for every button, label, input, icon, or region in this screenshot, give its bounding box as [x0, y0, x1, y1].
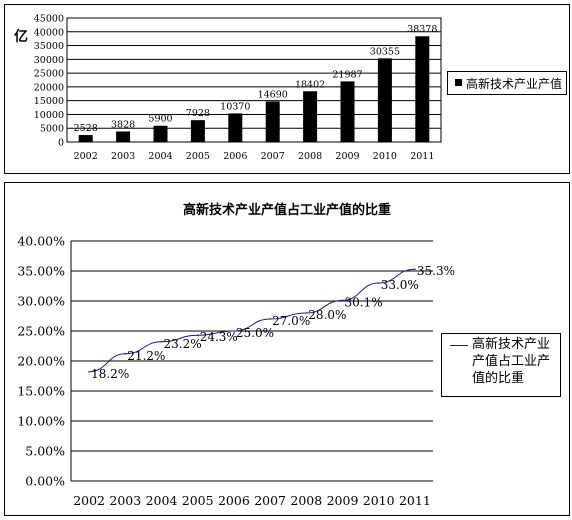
bar-data-label: 10370: [220, 101, 250, 112]
bar-data-label: 2528: [74, 123, 98, 134]
line-x-tick-label: 2008: [290, 493, 322, 508]
line-x-tick-label: 2004: [146, 493, 178, 508]
bar-y-tick-label: 15000: [34, 96, 64, 107]
bar-mark: [303, 91, 318, 142]
line-point: [160, 341, 163, 343]
line-x-tick-label: 2002: [73, 493, 105, 508]
line-data-label: 23.2%: [164, 337, 202, 351]
line-y-tick-label: 35.00%: [17, 264, 65, 279]
bar-y-tick-label: 30000: [34, 55, 64, 66]
bar-mark: [190, 120, 205, 142]
bar-mark: [377, 58, 392, 142]
line-point: [377, 282, 380, 284]
bar-data-label: 5900: [148, 114, 172, 125]
line-legend: 高新技术产业 产值占工业产 值的比重: [441, 333, 561, 397]
line-x-tick-label: 2011: [399, 493, 431, 508]
line-x-tick-label: 2009: [327, 493, 359, 508]
line-y-tick-label: 5.00%: [25, 444, 65, 459]
bar-data-label: 21987: [332, 69, 362, 80]
line-data-label: 25.0%: [236, 326, 274, 340]
line-point: [196, 334, 199, 336]
bar-legend-label: 高新技术产业产值: [466, 77, 563, 91]
line-x-tick-label: 2006: [218, 493, 250, 508]
line-data-label: 24.3%: [200, 330, 238, 344]
bar-y-tick-label: 35000: [34, 41, 64, 52]
bar-legend: 高新技术产业产值: [447, 71, 567, 95]
line-x-tick-label: 2003: [109, 493, 141, 508]
line-y-tick-label: 10.00%: [17, 414, 65, 429]
bar-y-tick-label: 25000: [34, 69, 64, 80]
line-data-label: 18.2%: [91, 367, 129, 381]
line-data-label: 27.0%: [272, 314, 310, 328]
line-point: [305, 312, 308, 314]
line-y-tick-label: 25.00%: [17, 324, 65, 339]
bar-x-tick-label: 2004: [148, 151, 172, 162]
line-x-tick-label: 2007: [254, 493, 286, 508]
line-data-label: 33.0%: [381, 278, 419, 292]
line-series: [89, 268, 415, 373]
bar-y-tick-label: 5000: [40, 124, 64, 135]
bar-legend-swatch: [455, 79, 462, 86]
bar-plot-frame: [66, 17, 442, 143]
line-legend-label-3: 值的比重: [472, 371, 525, 386]
line-y-tick-label: 0.00%: [25, 474, 65, 489]
line-point: [124, 353, 127, 355]
bar-data-label: 3828: [111, 119, 135, 130]
line-point: [233, 330, 235, 332]
bar-y-tick-label: 45000: [34, 14, 64, 25]
line-y-tick-label: 40.00%: [17, 234, 65, 249]
line-point: [414, 268, 416, 270]
bar-y-axis-label: 亿: [14, 28, 28, 45]
bar-data-label: 7928: [186, 108, 210, 119]
bar-x-tick-label: 2005: [186, 151, 210, 162]
bar-x-tick-label: 2007: [261, 151, 285, 162]
bar-data-label: 30355: [370, 46, 400, 57]
line-x-tick-label: 2005: [182, 493, 214, 508]
line-chart: 0.00% 5.00% 10.00% 15.00% 20.00% 25.00% 30.00%…: [17, 234, 455, 509]
bar-chart: 0 5000 10000 15000 20000 25000 30000 35000 40000…: [14, 14, 442, 162]
bar-y-tick-label: 10000: [34, 110, 64, 121]
line-chart-panel: 高新技术产业产值占工业产值的比重 0.00% 5.00% 10.00% 15.00% 2…: [4, 182, 570, 516]
line-legend-swatch: [450, 345, 468, 346]
bar-mark: [265, 101, 280, 142]
bar-x-tick-label: 2003: [111, 151, 135, 162]
bar-x-tick-label: 2010: [373, 151, 397, 162]
line-y-tick-label: 20.00%: [17, 354, 65, 369]
bar-x-tick-label: 2008: [298, 151, 322, 162]
line-data-label: 30.1%: [345, 295, 383, 309]
line-data-label: 35.3%: [417, 264, 455, 278]
bar-y-tick-label: 40000: [34, 27, 64, 38]
bar-mark: [116, 131, 131, 142]
bar-data-label: 14690: [258, 90, 288, 101]
line-point: [269, 318, 271, 320]
line-point: [88, 371, 90, 373]
bar-data-label: 38378: [407, 24, 437, 35]
bar-mark: [153, 125, 168, 142]
bar-mark: [340, 81, 355, 142]
bar-x-tick-label: 2006: [223, 151, 247, 162]
line-point: [341, 299, 344, 302]
line-chart-title: 高新技术产业产值占工业产值的比重: [182, 203, 391, 218]
bar-y-tick-label: 0: [58, 138, 64, 149]
bar-x-tick-label: 2009: [335, 151, 359, 162]
line-x-tick-label: 2010: [363, 493, 395, 508]
line-legend-label-2: 产值占工业产: [472, 354, 551, 369]
bar-mark: [78, 135, 93, 142]
bar-data-label: 18402: [295, 79, 325, 90]
bar-x-tick-label: 2011: [410, 151, 434, 162]
line-data-label: 28.0%: [308, 308, 346, 322]
line-legend-label-1: 高新技术产业: [472, 337, 551, 352]
bar-y-tick-label: 20000: [34, 82, 64, 93]
line-y-tick-label: 30.00%: [17, 294, 65, 309]
line-data-label: 21.2%: [127, 349, 165, 363]
bar-x-tick-label: 2002: [74, 151, 98, 162]
line-y-tick-label: 15.00%: [17, 384, 65, 399]
bar-chart-panel: 0 5000 10000 15000 20000 25000 30000 35000 40000…: [4, 4, 570, 174]
bar-mark: [228, 113, 243, 142]
bar-mark: [415, 36, 430, 142]
